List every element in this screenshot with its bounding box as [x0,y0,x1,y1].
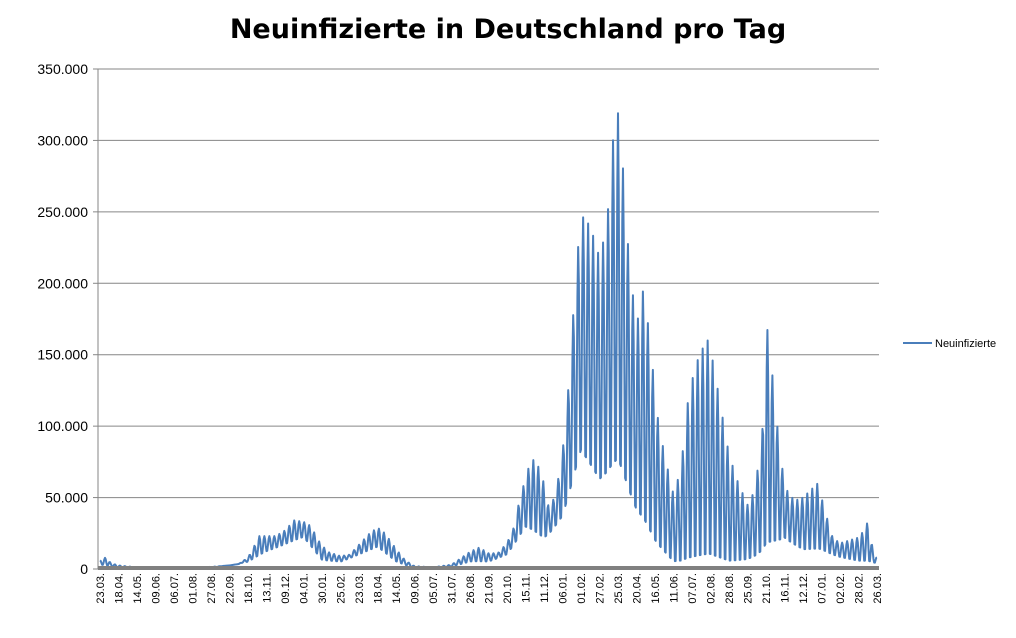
x-tick-label: 16.11. [780,573,792,603]
x-tick-label: 07.01. [817,573,829,604]
x-tick-label: 02.08. [706,573,718,604]
y-tick-label: 200.000 [37,275,88,291]
x-tick-label: 09.06. [151,573,163,604]
x-tick-label: 12.12. [798,573,810,604]
x-tick-label: 20.04. [632,573,644,604]
y-tick-label: 250.000 [37,204,88,220]
x-tick-label: 09.06. [410,573,422,604]
y-tick-label: 300.000 [37,132,88,148]
x-tick-label: 20.10. [502,573,514,604]
x-tick-label: 01.02. [576,573,588,604]
axes [97,69,879,570]
series-layer [99,112,878,570]
y-tick-label: 100.000 [37,418,88,434]
x-tick-label: 22.09. [225,573,237,604]
x-tick-label: 04.01. [299,573,311,604]
x-tick-label: 26.03. [872,573,884,604]
x-tick-label: 28.08. [724,573,736,604]
gridlines [98,68,879,499]
x-tick-label: 27.08. [206,573,218,604]
x-tick-label: 09.12. [280,573,292,604]
x-tick-label: 01.08. [188,573,200,604]
x-tick-label: 02.02. [835,573,847,604]
x-tick-label: 14.05. [132,573,144,604]
series-line-neuinfizierte [99,112,878,570]
x-tick-label: 25.03. [613,573,625,604]
x-axis-band [98,566,879,570]
y-tick-label: 350.000 [37,61,88,77]
x-tick-label: 06.07. [169,573,181,604]
x-tick-label: 28.02. [854,573,866,604]
x-tick-label: 18.04. [373,573,385,604]
x-tick-label: 13.11. [262,573,274,603]
x-tick-label: 26.08. [465,573,477,604]
x-tick-label: 07.07. [687,573,699,604]
x-tick-label: 23.03. [95,573,107,604]
x-tick-label: 06.01. [558,573,570,604]
x-tick-label: 27.02. [595,573,607,604]
y-tick-label: 50.000 [45,490,88,506]
y-tick-label: 0 [80,561,88,577]
chart-title: Neuinfizierte in Deutschland pro Tag [229,14,787,45]
x-tick-label: 31.07. [447,573,459,604]
x-axis-ticks: 23.03. 18.04. 14.05. 09.06. 06.07. 01.08. 27.0… [95,573,884,604]
y-axis-ticks: 0 50.000 100.000 150.000 200.000 250.000 300.0… [37,61,98,577]
x-tick-label: 11.12. [539,573,551,603]
x-tick-label: 25.09. [743,573,755,604]
x-tick-label: 30.01. [317,573,329,604]
legend: Neuinfizierte [903,338,996,350]
x-tick-label: 11.06. [669,573,681,603]
x-tick-label: 15.11. [521,573,533,603]
x-tick-label: 05.07. [428,573,440,604]
x-tick-label: 23.03. [354,573,366,604]
x-tick-label: 16.05. [650,573,662,604]
legend-label-neuinfizierte: Neuinfizierte [935,338,996,350]
x-tick-label: 14.05. [391,573,403,604]
y-tick-label: 150.000 [37,347,88,363]
x-tick-label: 25.02. [336,573,348,604]
x-tick-label: 18.04. [114,573,126,604]
x-tick-label: 21.10. [761,573,773,604]
x-tick-label: 18.10. [243,573,255,604]
x-tick-label: 21.09. [484,573,496,604]
